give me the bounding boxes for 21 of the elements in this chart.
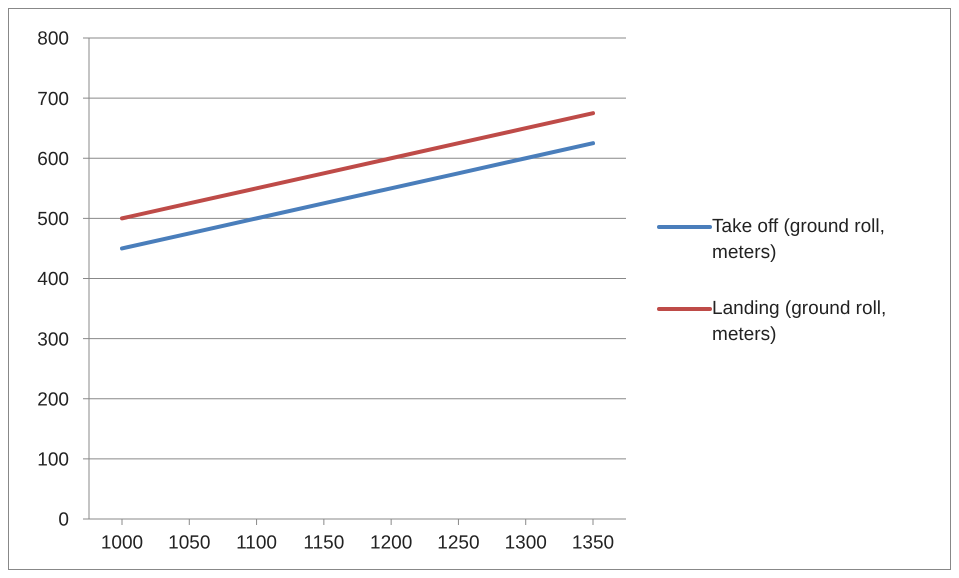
y-tick-label: 400 <box>37 269 69 290</box>
y-tick-label: 800 <box>37 28 69 50</box>
y-tick-label: 100 <box>37 450 69 471</box>
x-tick-label: 1150 <box>303 532 344 554</box>
y-tick-label: 0 <box>58 510 69 531</box>
y-tick-label: 200 <box>37 389 69 410</box>
x-tick-label: 1000 <box>100 532 144 554</box>
line-series <box>120 111 595 220</box>
legend-label: Landing (ground roll, meters) <box>712 297 888 347</box>
line-series <box>120 141 595 250</box>
x-tick-label: 1200 <box>370 532 412 554</box>
x-tick-label: 1050 <box>168 532 210 554</box>
x-tick-label: 1100 <box>236 532 277 554</box>
y-tick-label: 700 <box>37 88 69 110</box>
x-tick-label: 1300 <box>504 532 547 554</box>
y-tick-label: 500 <box>37 209 69 230</box>
y-tick-label: 300 <box>37 329 69 350</box>
x-tick-label: 1350 <box>572 532 614 554</box>
y-tick-label: 600 <box>37 148 69 170</box>
x-tick-label: 1250 <box>437 532 480 554</box>
legend-label: Take off (ground roll, meters) <box>712 215 886 265</box>
